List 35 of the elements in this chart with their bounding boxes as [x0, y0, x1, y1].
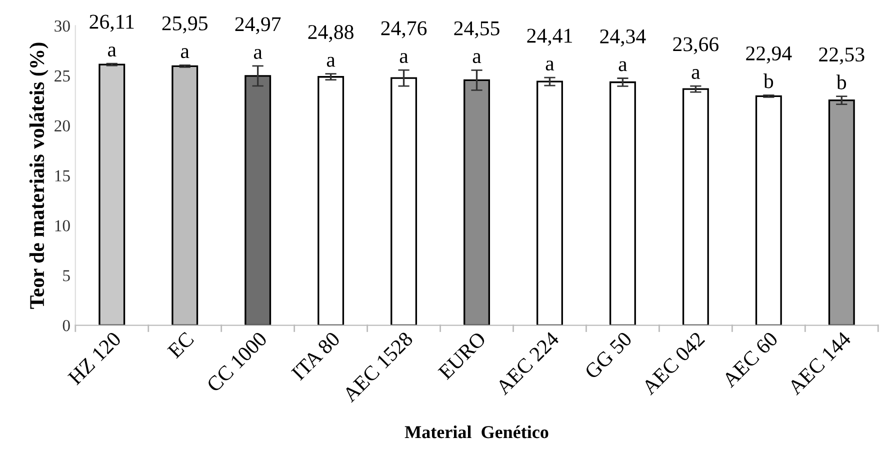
annotation: a — [618, 61, 628, 72]
annotation: a — [108, 46, 116, 57]
data-label: 23,66 — [673, 37, 719, 54]
y-tick-label: 20 — [54, 120, 70, 132]
data-label: 24,76 — [381, 21, 427, 38]
annotation: a — [326, 56, 336, 67]
y-tick-label: 0 — [62, 320, 70, 332]
y-tick-label: 25 — [54, 70, 70, 82]
y-axis-title: Teor de materiais voláteis (%) — [29, 42, 48, 309]
x-tick-label: HZ 120 — [67, 331, 122, 386]
annotation: a — [472, 53, 482, 64]
y-tick-label: 15 — [55, 170, 70, 182]
data-label: 22,94 — [746, 46, 792, 64]
annotation: b — [763, 74, 774, 88]
data-label: 22,53 — [819, 48, 864, 65]
x-tick-label: EC — [166, 331, 194, 359]
data-label: 24,55 — [454, 21, 500, 38]
annotation: a — [180, 48, 190, 58]
data-label: 24,34 — [600, 29, 646, 46]
x-tick-label: ITA 80 — [290, 331, 341, 381]
annotation: a — [546, 60, 554, 71]
data-label: 25,95 — [162, 16, 208, 34]
x-tick-label: GG 50 — [584, 331, 633, 380]
data-label: 24,41 — [527, 28, 572, 46]
annotation: a — [400, 53, 408, 64]
annotation: a — [692, 69, 700, 80]
y-tick-label: 5 — [63, 270, 70, 282]
annotation: a — [254, 48, 262, 59]
y-tick-label: 30 — [54, 20, 70, 32]
x-axis-title: Material Genético — [404, 426, 548, 438]
annotation: b — [836, 74, 846, 90]
data-label: 24,97 — [235, 17, 281, 34]
data-label: 24,88 — [308, 25, 354, 42]
y-tick-label: 10 — [55, 220, 70, 232]
data-label: 26,11 — [90, 14, 134, 32]
